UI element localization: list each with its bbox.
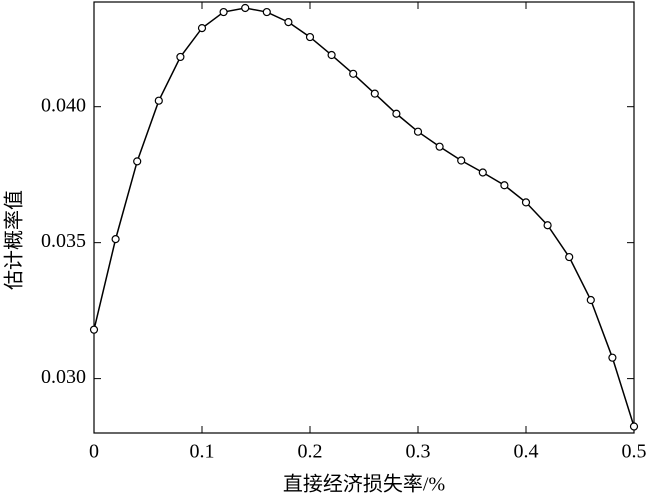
marker xyxy=(586,295,595,305)
marker xyxy=(629,422,639,431)
plot-frame xyxy=(93,1,635,434)
marker xyxy=(176,52,185,62)
marker xyxy=(111,235,120,244)
marker xyxy=(284,18,293,27)
x-tick-label: 0.2 xyxy=(298,441,323,463)
marker xyxy=(392,109,401,118)
marker xyxy=(219,7,228,17)
marker xyxy=(435,142,444,151)
marker xyxy=(370,89,379,98)
y-axis-label: 估计概率值 xyxy=(3,190,26,290)
marker xyxy=(565,252,574,262)
y-tick-label: 0.035 xyxy=(41,230,86,252)
x-tick-label: 0.1 xyxy=(190,441,215,463)
marker xyxy=(521,198,531,207)
marker xyxy=(543,221,552,230)
marker xyxy=(478,168,487,177)
marker xyxy=(500,181,509,190)
marker xyxy=(133,157,142,166)
marker xyxy=(457,156,466,165)
marker xyxy=(89,325,99,334)
marker xyxy=(262,7,271,17)
marker xyxy=(197,24,207,33)
x-tick-label: 0.5 xyxy=(622,441,647,463)
marker xyxy=(154,96,163,105)
marker xyxy=(305,32,315,42)
x-tick-label: 0.3 xyxy=(406,441,431,463)
x-tick-label: 0.4 xyxy=(514,441,539,463)
y-tick-label: 0.030 xyxy=(41,366,86,388)
x-axis-label: 直接经济损失率/% xyxy=(283,473,445,496)
line-series xyxy=(93,7,635,427)
marker xyxy=(241,3,250,13)
marker xyxy=(413,127,423,136)
marker xyxy=(349,69,358,78)
x-tick-label: 0 xyxy=(89,441,99,463)
y-tick-label: 0.040 xyxy=(41,94,86,116)
marker xyxy=(608,353,617,362)
marker xyxy=(327,50,336,60)
